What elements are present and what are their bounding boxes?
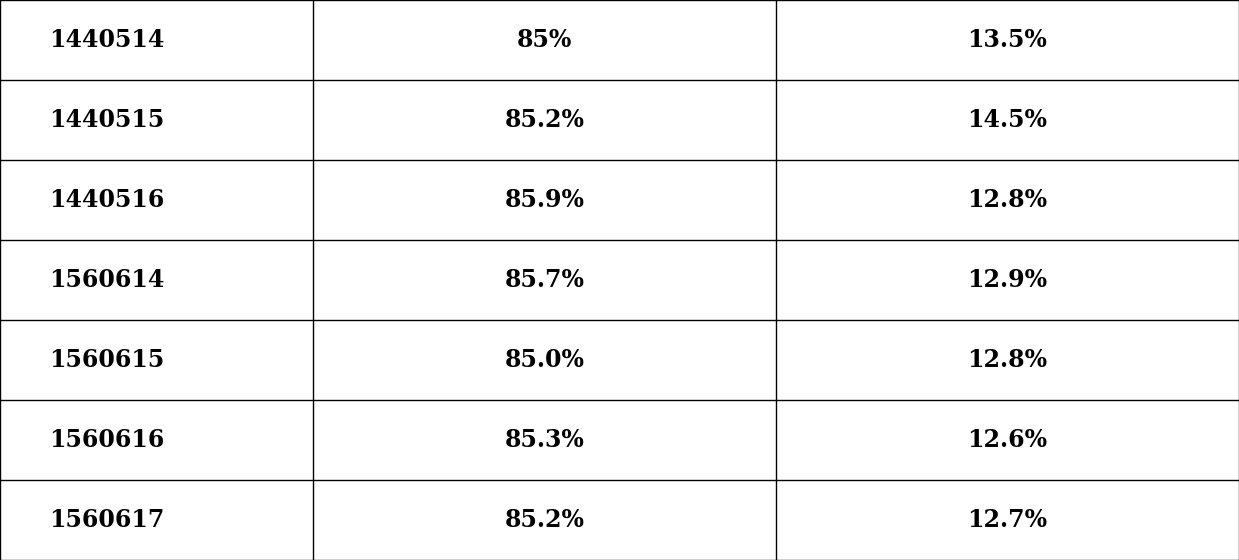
Text: 14.5%: 14.5% bbox=[968, 108, 1047, 132]
Text: 85%: 85% bbox=[517, 28, 572, 52]
Text: 85.0%: 85.0% bbox=[504, 348, 585, 372]
Text: 1440516: 1440516 bbox=[50, 188, 165, 212]
Text: 12.6%: 12.6% bbox=[968, 428, 1048, 452]
Text: 1440514: 1440514 bbox=[50, 28, 165, 52]
Text: 85.2%: 85.2% bbox=[504, 508, 585, 532]
Text: 12.8%: 12.8% bbox=[968, 188, 1048, 212]
Text: 85.9%: 85.9% bbox=[504, 188, 585, 212]
Text: 13.5%: 13.5% bbox=[968, 28, 1047, 52]
Text: 1440515: 1440515 bbox=[50, 108, 165, 132]
Text: 85.3%: 85.3% bbox=[504, 428, 585, 452]
Text: 1560616: 1560616 bbox=[50, 428, 165, 452]
Text: 85.7%: 85.7% bbox=[504, 268, 585, 292]
Text: 85.2%: 85.2% bbox=[504, 108, 585, 132]
Text: 1560615: 1560615 bbox=[50, 348, 165, 372]
Text: 12.7%: 12.7% bbox=[968, 508, 1048, 532]
Text: 1560614: 1560614 bbox=[50, 268, 165, 292]
Text: 12.9%: 12.9% bbox=[968, 268, 1048, 292]
Text: 12.8%: 12.8% bbox=[968, 348, 1048, 372]
Text: 1560617: 1560617 bbox=[50, 508, 165, 532]
